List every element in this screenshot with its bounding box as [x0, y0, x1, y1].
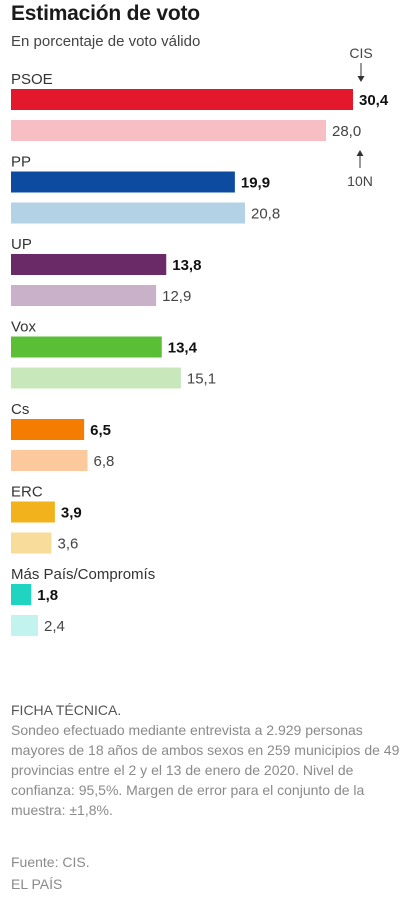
cis-arrow-head [357, 76, 365, 82]
bar-current-psoe [11, 89, 353, 110]
chart-title: Estimación de voto [11, 2, 200, 25]
bar-chart: PSOE 30,4 28,0 PP 19,9 20,8 UP 13,8 12,9 Vox 13,4 1… [11, 45, 389, 636]
value-label-current-up: 13,8 [172, 257, 201, 274]
value-label-previous-pp: 20,8 [251, 206, 280, 223]
bar-previous-up [11, 285, 157, 306]
10n-arrow-head [356, 150, 364, 156]
publisher-credit: EL PAÍS [11, 876, 63, 892]
value-label-previous-cs: 6,8 [94, 453, 115, 470]
bar-previous-erc [11, 532, 52, 554]
ficha-body: Sondeo efectuado mediante entrevista a 2… [11, 722, 400, 818]
bar-previous-vox [11, 367, 181, 389]
value-label-current-cs: 6,5 [90, 422, 111, 439]
source-note: Fuente: CIS. [11, 854, 90, 870]
value-label-current-m-s-pa-s-comprom-s: 1,8 [37, 587, 58, 604]
value-label-previous-psoe: 28,0 [332, 123, 361, 140]
party-label-m-s-pa-s-comprom-s: Más País/Compromís [11, 566, 155, 583]
cis-annotation: CIS [349, 45, 372, 61]
bar-current-vox [11, 336, 162, 358]
value-label-current-vox: 13,4 [168, 340, 198, 357]
bar-current-m-s-pa-s-comprom-s [11, 584, 32, 605]
bar-previous-pp [11, 202, 245, 224]
bar-previous-psoe [11, 120, 326, 141]
value-label-previous-up: 12,9 [162, 288, 191, 305]
party-label-up: UP [11, 236, 32, 253]
bar-previous-m-s-pa-s-comprom-s [11, 615, 38, 636]
party-label-psoe: PSOE [11, 71, 53, 88]
party-label-vox: Vox [11, 319, 37, 336]
10n-annotation: 10N [347, 173, 373, 189]
value-label-previous-vox: 15,1 [187, 371, 216, 388]
value-label-current-pp: 19,9 [241, 175, 270, 192]
value-label-previous-m-s-pa-s-comprom-s: 2,4 [44, 618, 65, 635]
bar-current-erc [11, 501, 55, 523]
party-label-cs: Cs [11, 401, 29, 418]
value-label-previous-erc: 3,6 [58, 536, 79, 553]
party-label-erc: ERC [11, 484, 43, 501]
bar-current-up [11, 254, 167, 275]
party-label-pp: PP [11, 154, 31, 171]
bar-current-pp [11, 171, 235, 193]
bar-current-cs [11, 419, 85, 440]
value-label-current-erc: 3,9 [61, 505, 82, 522]
bar-previous-cs [11, 450, 88, 471]
value-label-current-psoe: 30,4 [359, 92, 389, 109]
ficha-title: FICHA TÉCNICA. [11, 702, 122, 718]
chart-subtitle: En porcentaje de voto válido [11, 33, 201, 50]
